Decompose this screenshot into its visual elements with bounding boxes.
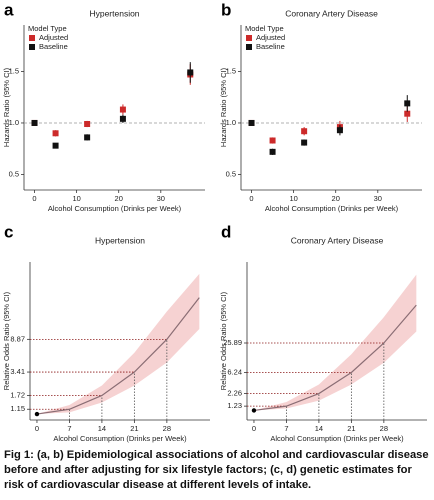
marker [248,119,255,126]
legend-label: Baseline [256,42,285,51]
panel-title: Coronary Artery Disease [285,8,378,18]
x-tick-label: 0 [35,424,39,433]
marker [269,148,276,155]
curve [253,304,417,412]
x-tick-label: 21 [130,424,138,433]
origin-point [251,408,257,413]
x-tick-label: 7 [67,424,71,433]
legend-label: Baseline [39,42,68,51]
x-tick-label: 28 [163,424,171,433]
legend-swatch [246,35,252,41]
curve [36,297,200,415]
x-axis-title: Alcohol Consumption (Drinks per Week) [265,204,399,213]
y-tick-label: 8.87 [10,334,25,343]
legend-swatch [29,44,35,50]
origin-point [34,411,40,417]
x-tick-label: 10 [72,194,80,203]
y-axis-title: Hazards Ratio (95% CI) [2,67,11,147]
x-tick-label: 14 [98,424,106,433]
panel-letter: a [4,0,14,19]
marker [404,100,411,107]
x-tick-label: 21 [347,424,355,433]
y-axis-title: Hazards Ratio (95% CI) [219,67,228,147]
y-axis-title: Relative Odds Ratio (95% CI) [2,291,11,390]
y-tick-label: 25.89 [223,338,242,347]
panel: b Coronary Artery Disease Alcohol Consumpt… [219,0,422,213]
marker [84,121,91,127]
marker [52,130,59,137]
marker [187,69,194,76]
x-tick-label: 28 [380,424,388,433]
confidence-band [36,273,200,415]
marker [84,134,91,141]
y-tick-label: 3.41 [10,367,25,376]
panel-title: Hypertension [89,8,139,18]
x-tick-label: 0 [252,424,256,433]
marker [119,106,126,113]
marker [404,110,411,117]
legend-title: Model Type [28,24,67,33]
panel-letter: d [221,222,231,241]
x-tick-label: 0 [32,194,36,203]
confidence-band [253,274,417,411]
y-tick-label: 0.5 [226,170,236,179]
x-tick-label: 20 [115,194,123,203]
panel-title: Coronary Artery Disease [291,235,384,245]
y-tick-label: 2.26 [227,389,242,398]
legend-title: Model Type [245,24,284,33]
y-tick-label: 6.24 [227,367,242,376]
panel-letter: b [221,0,231,19]
legend-label: Adjusted [39,33,68,42]
x-axis-title: Alcohol Consumption (Drinks per Week) [48,204,182,213]
y-tick-label: 1.0 [9,118,19,127]
marker [301,139,308,146]
panel-title: Hypertension [95,235,145,245]
panel: a Hypertension Alcohol Consumption (Drinks… [2,0,205,213]
panel: d Coronary Artery Disease Alcohol Consumpt… [219,222,427,443]
marker [31,119,38,126]
marker [301,128,308,135]
x-tick-label: 20 [332,194,340,203]
caption: Fig 1: (a, b) Epidemiological associatio… [4,449,429,491]
y-tick-label: 1.15 [10,404,25,413]
y-tick-label: 1.23 [227,401,242,410]
marker [52,142,59,149]
marker [336,127,343,134]
marker [119,115,126,122]
figure: a Hypertension Alcohol Consumption (Drinks… [2,0,427,443]
marker [269,137,276,144]
panel: c Hypertension Alcohol Consumption (Drinks… [2,222,210,443]
legend-swatch [246,44,252,50]
y-tick-label: 0.5 [9,170,19,179]
y-tick-label: 1.5 [9,66,19,75]
y-tick-label: 1.5 [226,66,236,75]
y-axis-title: Relative Odds Ratio (95% CI) [219,291,228,390]
x-tick-label: 14 [315,424,323,433]
x-axis-title: Alcohol Consumption (Drinks per Week) [270,434,404,443]
legend-label: Adjusted [256,33,285,42]
x-tick-label: 10 [289,194,297,203]
x-tick-label: 30 [157,194,165,203]
x-axis-title: Alcohol Consumption (Drinks per Week) [53,434,187,443]
legend-swatch [29,35,35,41]
x-tick-label: 30 [374,194,382,203]
panel-letter: c [4,222,13,241]
y-tick-label: 1.0 [226,118,236,127]
y-tick-label: 1.72 [10,390,25,399]
x-tick-label: 0 [249,194,253,203]
x-tick-label: 7 [284,424,288,433]
